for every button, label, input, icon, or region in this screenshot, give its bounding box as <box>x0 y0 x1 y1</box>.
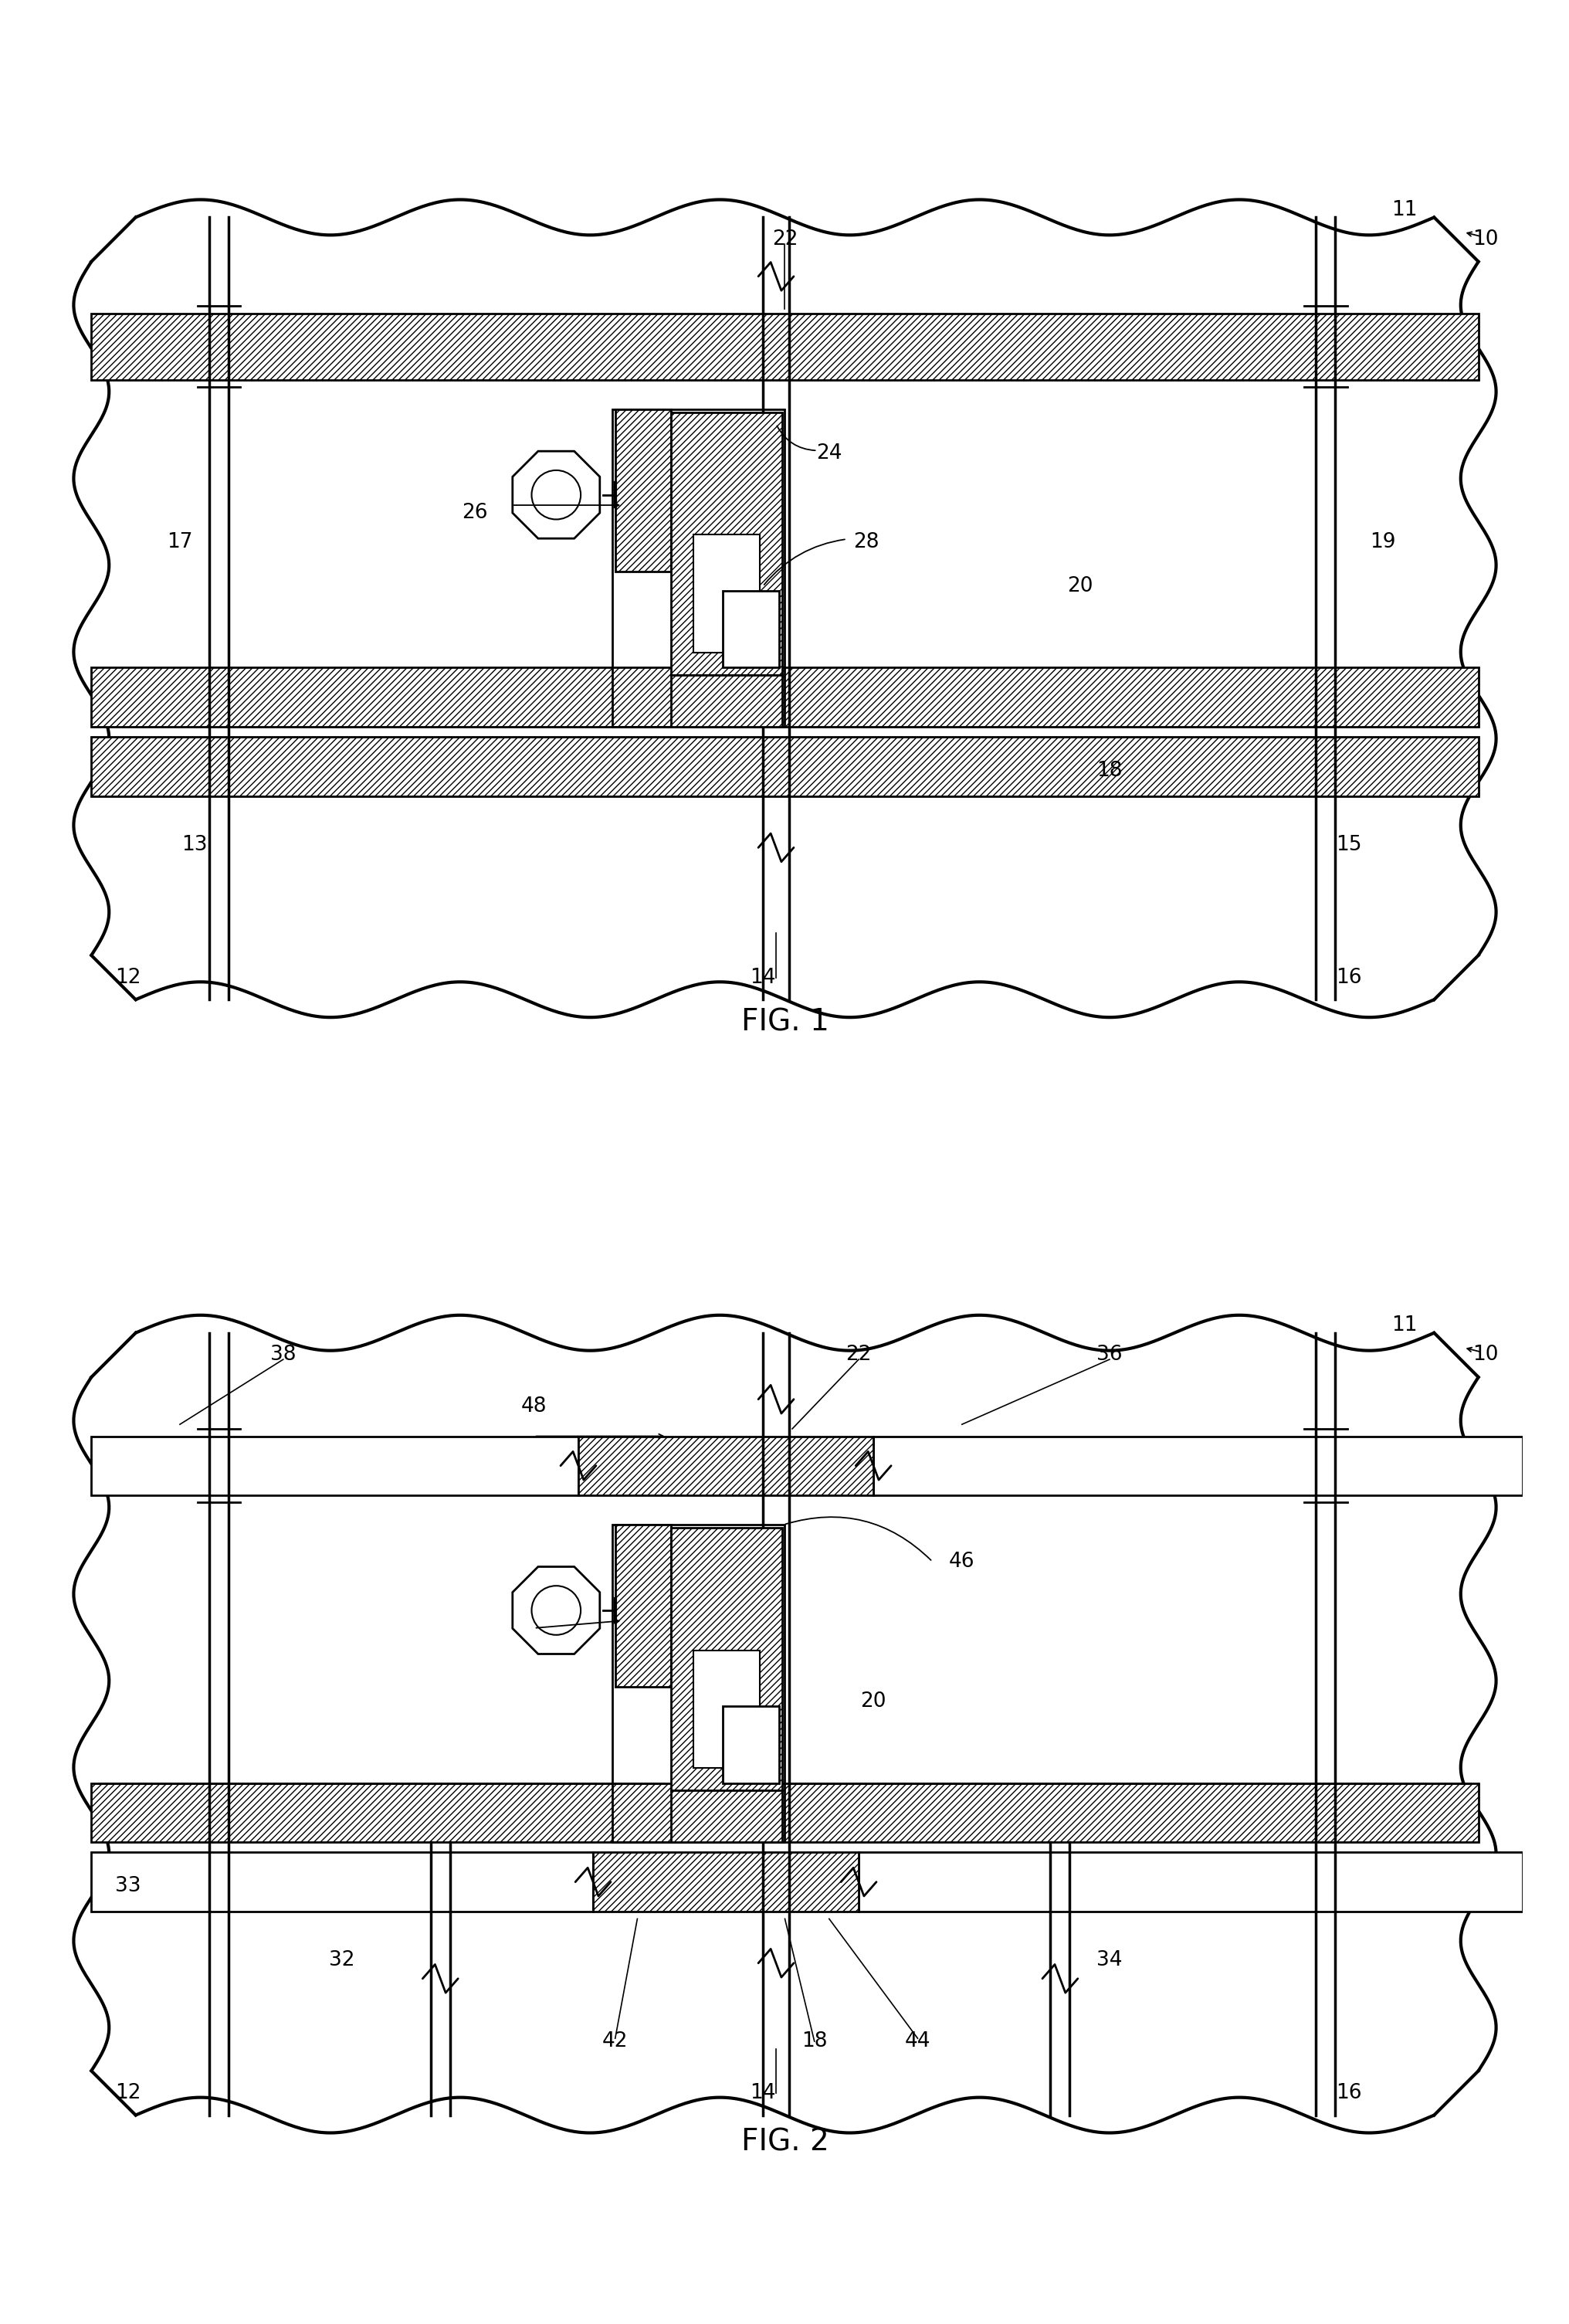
Text: 32: 32 <box>329 1950 355 1971</box>
Bar <box>612 1525 784 1843</box>
Text: 15: 15 <box>1335 834 1360 855</box>
Bar <box>593 1852 858 1910</box>
Text: 28: 28 <box>852 532 879 553</box>
Bar <box>672 411 781 674</box>
Text: 16: 16 <box>1335 967 1360 988</box>
Text: 10: 10 <box>1472 1346 1498 1364</box>
Text: 12: 12 <box>115 967 141 988</box>
Bar <box>615 409 672 572</box>
Bar <box>91 314 1478 379</box>
Text: 38: 38 <box>270 1346 297 1364</box>
Text: 16: 16 <box>1335 2082 1360 2103</box>
Text: 13: 13 <box>182 834 207 855</box>
Text: 22: 22 <box>846 1346 871 1364</box>
Text: 14: 14 <box>750 2082 775 2103</box>
Bar <box>723 1706 778 1783</box>
Text: 18: 18 <box>1097 760 1122 781</box>
Bar <box>693 1650 759 1769</box>
Bar <box>91 1436 577 1494</box>
Text: 24: 24 <box>816 444 841 462</box>
Text: 11: 11 <box>1392 1315 1417 1336</box>
Text: 36: 36 <box>1097 1346 1122 1364</box>
Bar <box>577 1436 872 1494</box>
Bar <box>672 1789 781 1843</box>
Circle shape <box>532 469 581 518</box>
Bar <box>91 1783 1478 1843</box>
Text: FIG. 2: FIG. 2 <box>741 2126 828 2157</box>
Text: 12: 12 <box>115 2082 141 2103</box>
Circle shape <box>532 1585 581 1634</box>
Bar <box>91 1852 593 1910</box>
Bar <box>723 590 778 667</box>
Text: 48: 48 <box>521 1397 546 1418</box>
Text: 11: 11 <box>1392 200 1417 221</box>
Text: 14: 14 <box>750 967 775 988</box>
Bar <box>91 667 1478 727</box>
Text: 20: 20 <box>1067 576 1092 597</box>
Polygon shape <box>513 451 599 539</box>
Bar <box>612 409 784 727</box>
Text: 26: 26 <box>461 502 488 523</box>
Text: 20: 20 <box>860 1692 886 1713</box>
Text: 44: 44 <box>904 2031 930 2052</box>
Text: 46: 46 <box>949 1552 974 1571</box>
Bar <box>872 1436 1522 1494</box>
Bar <box>672 1527 781 1789</box>
Bar <box>91 737 1478 795</box>
Bar <box>672 674 781 727</box>
Text: 10: 10 <box>1472 230 1498 249</box>
Bar <box>693 535 759 653</box>
Text: 19: 19 <box>1368 532 1395 553</box>
Text: 22: 22 <box>772 230 797 249</box>
Polygon shape <box>513 1566 599 1655</box>
Text: FIG. 1: FIG. 1 <box>741 1006 828 1037</box>
Text: 42: 42 <box>602 2031 628 2052</box>
Text: 18: 18 <box>802 2031 827 2052</box>
Bar <box>615 1525 672 1687</box>
Text: 33: 33 <box>115 1875 141 1896</box>
Text: 34: 34 <box>1097 1950 1122 1971</box>
Text: 17: 17 <box>166 532 193 553</box>
Bar <box>858 1852 1522 1910</box>
